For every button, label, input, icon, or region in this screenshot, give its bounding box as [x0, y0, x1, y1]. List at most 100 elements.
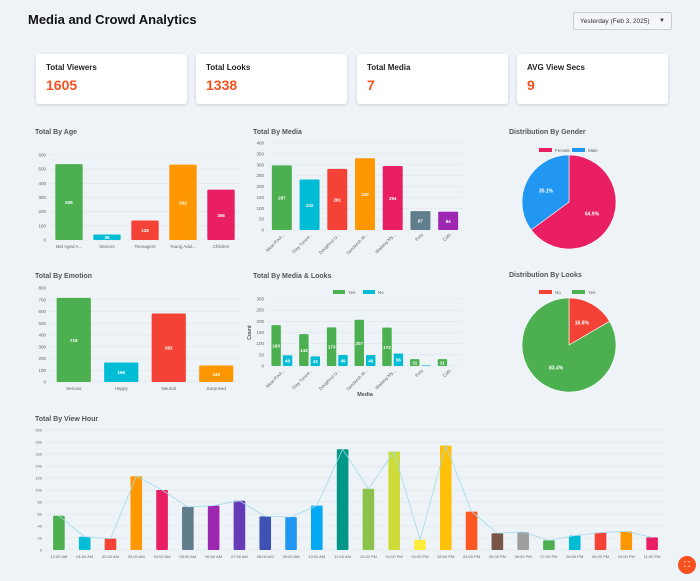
y-tick-label: 400	[38, 333, 46, 338]
bar-value-label: 356	[217, 213, 225, 218]
bar-value-label: 294	[389, 196, 397, 201]
bar-value-label: 532	[179, 200, 187, 205]
y-tick-label: 100	[256, 206, 264, 211]
date-filter-dropdown[interactable]: Yesterday (Feb 3, 2025) ▼	[573, 12, 672, 30]
y-tick-label: 0	[261, 364, 264, 369]
bar-value-label: 536	[65, 200, 73, 205]
x-tick-label: Pets	[414, 232, 424, 242]
y-tick-label: 0	[43, 238, 46, 243]
y-tick-label: 700	[38, 297, 46, 302]
x-tick-label: Cats	[442, 232, 453, 243]
pie-slice	[521, 154, 570, 231]
x-tick-label: Surprised	[207, 386, 227, 391]
y-tick-label: 600	[38, 153, 46, 158]
y-tick-label: 100	[256, 341, 264, 346]
bar	[182, 506, 194, 550]
y-tick-label: 800	[38, 286, 46, 291]
y-tick-label: 20	[38, 536, 43, 541]
x-tick-label: Doughnut U...	[318, 368, 341, 391]
bar	[366, 355, 376, 366]
bar	[362, 488, 375, 550]
bar	[53, 515, 65, 550]
bar	[414, 539, 426, 550]
bar	[233, 500, 246, 550]
help-button[interactable]: ⛶	[678, 556, 696, 574]
x-tick-label: 08:00 PM	[566, 554, 583, 559]
bar	[207, 189, 235, 240]
y-tick-label: 400	[256, 141, 264, 146]
x-tick-label: Meat Pout...	[265, 368, 286, 389]
x-tick-label: Doughnut U...	[318, 232, 341, 255]
slice-label: 16.6%	[575, 321, 590, 327]
bar	[421, 365, 431, 366]
bar	[517, 532, 529, 550]
bar	[410, 359, 420, 366]
x-tick-label: Sandwich M...	[345, 368, 369, 392]
chart-title: Total By View Hour	[35, 416, 98, 423]
bar	[56, 297, 91, 382]
y-tick-label: 80	[38, 500, 43, 505]
x-tick-label: 06:00 AM	[205, 554, 222, 559]
bar	[393, 353, 404, 366]
x-tick-label: 11:00 PM	[644, 554, 661, 559]
card-value: 7	[367, 77, 375, 93]
bar-value-label: 31	[412, 361, 418, 366]
y-tick-label: 150	[256, 330, 264, 335]
chart-title: Distribution By Gender	[509, 129, 586, 136]
legend-label: Female	[555, 148, 571, 153]
y-tick-label: 100	[35, 488, 42, 493]
bar	[259, 516, 272, 550]
chart-title: Total By Media	[253, 129, 302, 136]
y-tick-label: 140	[35, 464, 42, 469]
bar-value-label: 207	[356, 341, 364, 346]
chart-title: Total By Media & Looks	[253, 273, 332, 280]
bar-value-label: 330	[361, 192, 369, 197]
bar	[338, 355, 348, 366]
card-value: 1605	[46, 77, 78, 93]
bar-value-label: 281	[334, 197, 342, 202]
y-tick-label: 0	[43, 380, 46, 385]
y-tick-label: 500	[38, 321, 46, 326]
x-tick-label: 10:00 AM	[308, 554, 325, 559]
bar	[131, 220, 159, 240]
x-tick-label: Pets	[414, 368, 424, 378]
card-total-media: Total Media 7	[357, 54, 508, 104]
x-tick-label: 11:00 AM	[334, 554, 351, 559]
x-tick-label: Teenagers	[134, 244, 156, 249]
x-tick-label: 02:00 PM	[411, 554, 428, 559]
bar-value-label: 297	[278, 196, 286, 201]
bar-value-label: 43	[313, 359, 319, 364]
bar	[388, 451, 400, 550]
bar	[310, 356, 320, 366]
card-avg-view-secs: AVG View Secs 9	[517, 54, 668, 104]
bar	[55, 164, 83, 240]
bar	[439, 445, 452, 550]
bar	[285, 517, 297, 550]
y-tick-label: 150	[256, 195, 264, 200]
x-tick-label: Walking My...	[374, 368, 396, 390]
card-total-viewers: Total Viewers 1605	[36, 54, 187, 104]
x-tick-label: Sandwich M...	[345, 232, 369, 256]
x-tick-label: 07:00 PM	[540, 554, 557, 559]
y-tick-label: 300	[38, 344, 46, 349]
y-tick-label: 160	[35, 452, 42, 457]
bar	[156, 490, 168, 550]
bar-value-label: 31	[440, 361, 446, 366]
card-value: 1338	[206, 77, 238, 93]
bar	[271, 165, 292, 230]
y-tick-label: 250	[256, 308, 264, 313]
slice-label: 35.1%	[539, 188, 554, 194]
legend-swatch	[572, 148, 585, 152]
trend-line	[58, 444, 653, 542]
x-tick-label: 08:00 AM	[257, 554, 274, 559]
bar-value-label: 583	[165, 346, 173, 351]
x-tick-label: 09:00 AM	[283, 554, 300, 559]
bar	[130, 476, 143, 550]
y-tick-label: 300	[256, 297, 264, 302]
bar	[78, 536, 91, 550]
card-label: AVG View Secs	[527, 63, 585, 72]
legend-swatch	[572, 290, 585, 294]
x-tick-label: Cats	[442, 368, 453, 379]
bar	[207, 505, 220, 550]
x-tick-label: Walking My...	[374, 232, 396, 254]
